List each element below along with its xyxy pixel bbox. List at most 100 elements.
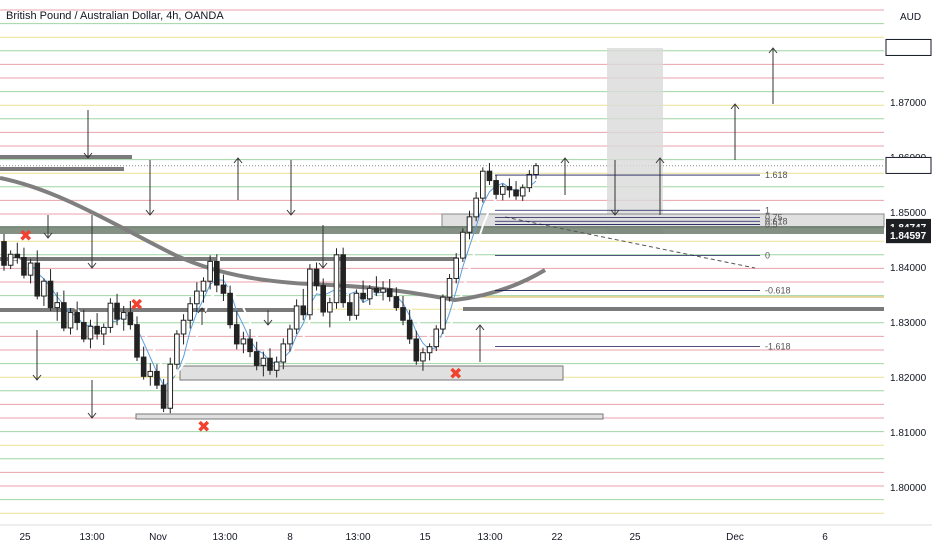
arrow-head xyxy=(286,209,296,216)
candle-body xyxy=(140,356,147,377)
fib-label: 0.75 xyxy=(765,212,783,222)
candle-body xyxy=(287,328,293,345)
demand-zone xyxy=(135,413,604,420)
y-tick-label: 1.87000 xyxy=(890,98,927,109)
candle-body xyxy=(353,292,360,316)
candle-body xyxy=(253,351,260,366)
candle-body xyxy=(227,292,233,326)
candle-body xyxy=(347,302,353,316)
arrow-head xyxy=(475,324,485,331)
demand-zone xyxy=(179,365,564,381)
y-tick-label: 1.83000 xyxy=(890,318,927,329)
price-badge xyxy=(885,38,932,56)
arrow-head xyxy=(610,209,620,216)
candle-body xyxy=(466,216,473,233)
y-tick-label: 1.85000 xyxy=(890,208,927,219)
candle-body xyxy=(187,303,193,321)
red-x-marker: ✖ xyxy=(130,295,143,314)
candle-body xyxy=(94,325,100,335)
candle-body xyxy=(300,305,307,316)
candle-body xyxy=(81,321,87,340)
candle-body xyxy=(320,285,326,313)
candle-body xyxy=(21,257,27,276)
candle-body xyxy=(200,280,207,292)
price-badge xyxy=(885,156,932,174)
arrow-head xyxy=(730,103,740,110)
candle-body xyxy=(233,324,240,345)
candle-body xyxy=(533,165,539,175)
candle-body xyxy=(280,343,287,363)
x-tick-label: 15 xyxy=(419,532,431,543)
candle-body xyxy=(194,290,200,305)
arrow-head xyxy=(43,232,53,239)
candle-body xyxy=(340,254,346,304)
candle-body xyxy=(313,268,320,287)
candle-body xyxy=(74,312,80,323)
candle-body xyxy=(61,302,67,329)
price-badge-label: 1.84597 xyxy=(890,231,927,242)
candle-body xyxy=(180,319,187,335)
resistance-zone xyxy=(441,213,885,228)
candle-body xyxy=(406,319,413,340)
candle-body xyxy=(499,186,506,195)
candle-body xyxy=(460,231,466,259)
x-tick-label: 25 xyxy=(629,532,641,543)
candle-body xyxy=(433,328,440,348)
arrow-head xyxy=(233,157,243,164)
candle-body xyxy=(240,338,247,345)
price-badge-label: 1.85865 xyxy=(890,161,927,172)
chart-title: British Pound / Australian Dollar, 4h, O… xyxy=(6,10,224,22)
fib-label: 1.618 xyxy=(765,170,788,180)
level-bar xyxy=(463,307,884,311)
arrow-head xyxy=(263,319,273,326)
candlestick-series xyxy=(1,162,539,414)
candle-body xyxy=(293,305,300,330)
candle-body xyxy=(526,174,533,189)
fib-label: -0.618 xyxy=(765,286,791,296)
level-bar xyxy=(0,155,132,159)
candle-body xyxy=(14,253,21,259)
candle-body xyxy=(480,170,486,199)
candle-body xyxy=(380,288,386,293)
candle-body xyxy=(506,186,513,191)
candle-body xyxy=(47,280,54,309)
level-bar xyxy=(0,308,296,312)
x-tick-label: 6 xyxy=(822,532,828,543)
arrow-head xyxy=(318,262,328,269)
arrow-head xyxy=(145,209,155,216)
support-band xyxy=(0,226,884,234)
price-badge xyxy=(886,227,931,244)
arrow-head xyxy=(768,47,778,54)
candle-body xyxy=(426,346,433,354)
candle-body xyxy=(333,254,340,304)
red-x-marker: ✖ xyxy=(19,226,32,245)
x-markers: ✖ ✖ ✖ ✖ xyxy=(19,226,462,436)
candle-body xyxy=(393,296,400,309)
time-axis[interactable]: 25 13:00 Nov 13:00 8 13:00 15 13:00 22 25 Dec 6 xyxy=(0,524,932,550)
candle-body xyxy=(453,257,459,279)
y-tick-label: 1.81000 xyxy=(890,428,927,439)
x-tick-label: Nov xyxy=(149,532,167,543)
candle-body xyxy=(154,370,160,386)
x-tick-label: 13:00 xyxy=(212,532,237,543)
trend-line xyxy=(504,216,756,269)
candle-body xyxy=(107,302,114,328)
red-x-marker: ✖ xyxy=(197,417,210,436)
candle-body xyxy=(134,324,140,358)
level-bar xyxy=(0,167,124,171)
candle-body xyxy=(446,277,453,298)
fib-label: -1.618 xyxy=(765,342,791,352)
candle-body xyxy=(420,352,426,362)
candle-body xyxy=(386,288,393,298)
x-tick-label: 13:00 xyxy=(345,532,370,543)
candle-body xyxy=(54,302,61,309)
arrow-head xyxy=(197,307,207,314)
arrow-drawings xyxy=(32,47,778,419)
candle-body xyxy=(147,370,154,377)
currency-label: AUD xyxy=(900,12,922,23)
price-axis[interactable]: 1.870001.860001.850001.840001.830001.820… xyxy=(885,0,932,525)
red-x-marker: ✖ xyxy=(449,364,462,383)
candle-body xyxy=(114,302,120,320)
